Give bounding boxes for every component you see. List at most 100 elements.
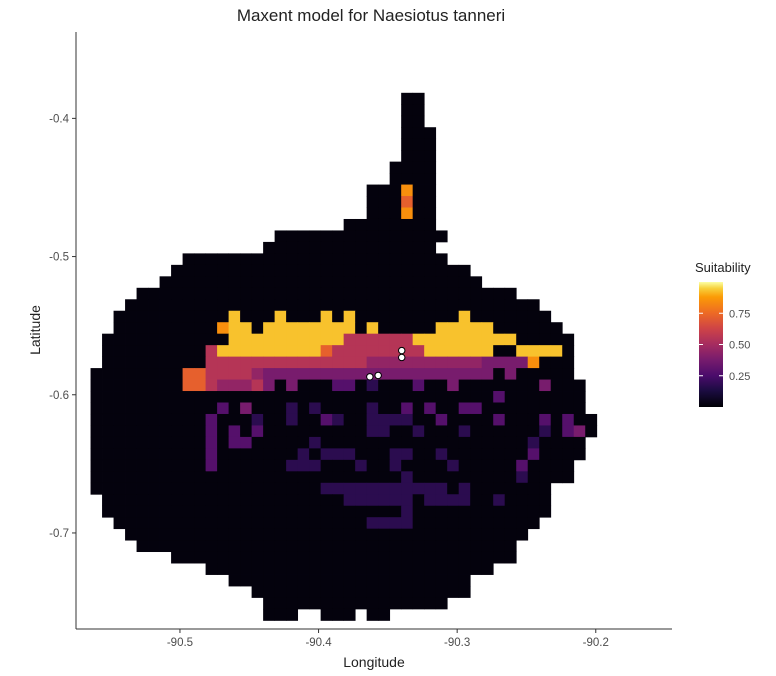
raster-cell <box>539 471 552 484</box>
raster-cell <box>251 333 264 346</box>
raster-cell <box>412 471 425 484</box>
raster-cell <box>378 356 391 369</box>
raster-cell <box>286 413 299 426</box>
raster-cell <box>366 310 379 323</box>
raster-cell <box>113 482 126 495</box>
raster-cell <box>274 310 287 323</box>
raster-cell <box>148 333 160 346</box>
raster-cell <box>504 402 517 415</box>
raster-cell <box>562 459 575 472</box>
raster-cell <box>389 425 402 438</box>
raster-cell <box>435 287 448 300</box>
raster-cell <box>504 368 517 380</box>
raster-cell <box>366 540 379 553</box>
raster-cell <box>355 586 368 598</box>
raster-cell <box>401 310 414 323</box>
raster-cell <box>481 528 494 541</box>
raster-cell <box>435 264 448 277</box>
raster-cell <box>90 379 103 392</box>
raster-cell <box>378 505 391 518</box>
raster-cell <box>125 310 137 323</box>
raster-cell <box>320 241 333 254</box>
raster-cell <box>481 391 494 403</box>
raster-cell <box>136 494 149 507</box>
raster-cell <box>309 287 322 300</box>
raster-cell <box>493 322 506 335</box>
raster-cell <box>217 333 229 346</box>
raster-cell <box>562 333 575 346</box>
raster-cell <box>263 299 276 312</box>
raster-cell <box>136 528 149 541</box>
raster-cell <box>481 425 494 438</box>
raster-cell <box>205 379 218 392</box>
raster-cell <box>286 574 299 587</box>
raster-cell <box>205 436 218 449</box>
raster-cell <box>205 563 218 575</box>
raster-cell <box>194 310 206 323</box>
raster-cell <box>458 287 471 300</box>
raster-cell <box>148 322 160 335</box>
raster-cell <box>251 574 264 587</box>
raster-cell <box>136 402 149 415</box>
raster-cell <box>378 310 391 323</box>
raster-cell <box>251 287 264 300</box>
raster-cell <box>217 528 229 541</box>
raster-cell <box>102 436 114 449</box>
raster-cell <box>136 540 149 553</box>
raster-cell <box>274 608 287 621</box>
raster-cell <box>286 345 299 358</box>
raster-cell <box>240 505 253 518</box>
raster-cell <box>309 494 322 507</box>
raster-cell <box>435 574 448 587</box>
raster-cell <box>332 436 345 449</box>
raster-cell <box>148 448 160 461</box>
raster-cell <box>470 345 483 358</box>
raster-cell <box>263 574 276 587</box>
raster-cell <box>228 494 241 507</box>
raster-cell <box>297 299 310 312</box>
raster-cell <box>435 253 448 266</box>
raster-cell <box>481 287 494 300</box>
raster-cell <box>171 551 183 564</box>
raster-cell <box>136 391 149 403</box>
raster-cell <box>447 276 460 289</box>
raster-cell <box>516 494 529 507</box>
raster-cell <box>240 459 253 472</box>
suitability-raster <box>90 92 598 621</box>
raster-cell <box>378 425 391 438</box>
raster-cell <box>401 230 414 243</box>
raster-cell <box>113 436 126 449</box>
raster-cell <box>297 586 310 598</box>
raster-cell <box>286 482 299 495</box>
raster-cell <box>274 241 287 254</box>
raster-cell <box>251 253 264 266</box>
raster-cell <box>458 310 471 323</box>
raster-cell <box>113 402 126 415</box>
raster-cell <box>159 517 172 530</box>
raster-cell <box>389 207 402 220</box>
raster-cell <box>366 333 379 346</box>
raster-cell <box>205 505 218 518</box>
raster-cell <box>113 517 126 530</box>
raster-cell <box>125 471 137 484</box>
raster-cell <box>389 413 402 426</box>
raster-cell <box>378 253 391 266</box>
raster-cell <box>447 551 460 564</box>
raster-cell <box>194 379 206 392</box>
raster-cell <box>182 368 195 380</box>
raster-cell <box>182 310 195 323</box>
raster-cell <box>113 471 126 484</box>
raster-cell <box>412 207 425 220</box>
raster-cell <box>148 494 160 507</box>
raster-cell <box>217 471 229 484</box>
raster-cell <box>113 368 126 380</box>
raster-cell <box>366 528 379 541</box>
raster-cell <box>125 459 137 472</box>
raster-cell <box>573 391 586 403</box>
raster-cell <box>228 379 241 392</box>
raster-cell <box>424 482 437 495</box>
raster-cell <box>458 563 471 575</box>
raster-cell <box>263 528 276 541</box>
raster-cell <box>401 241 414 254</box>
raster-cell <box>205 391 218 403</box>
